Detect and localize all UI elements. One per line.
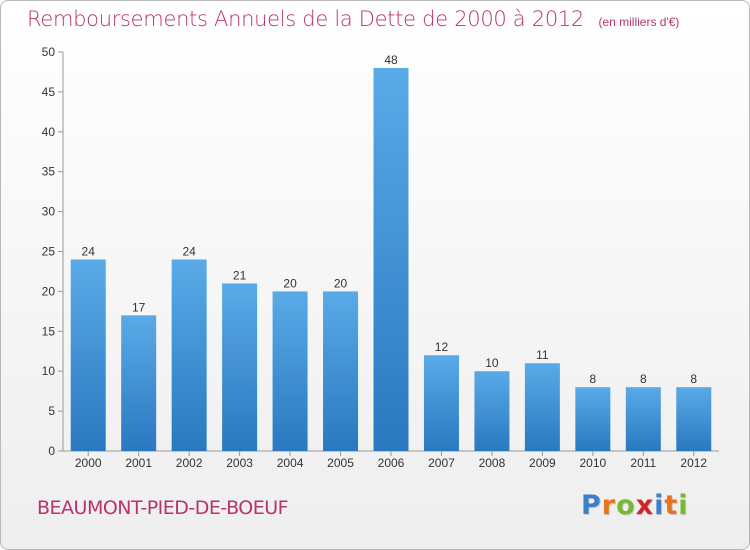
y-tick-label: 40 xyxy=(42,125,56,139)
logo-letter: i xyxy=(654,490,665,521)
x-tick-label: 2000 xyxy=(75,456,102,470)
x-tick-label: 2003 xyxy=(226,456,253,470)
logo-letter: r xyxy=(601,490,617,521)
bar[interactable] xyxy=(676,387,712,451)
y-tick-label: 10 xyxy=(42,364,56,378)
y-axis: 0 5 10 15 20 25 30 35 40 45 50 xyxy=(42,45,64,458)
x-tick-label: 2010 xyxy=(579,456,606,470)
y-tick-label: 5 xyxy=(48,404,55,418)
bar[interactable] xyxy=(121,315,157,451)
data-label: 24 xyxy=(182,244,196,258)
bar[interactable] xyxy=(524,363,560,451)
x-tick-label: 2012 xyxy=(680,456,707,470)
logo-letter: o xyxy=(616,490,636,521)
data-label: 12 xyxy=(435,340,449,354)
data-label: 48 xyxy=(384,53,398,67)
x-tick-label: 2007 xyxy=(428,456,455,470)
bar[interactable] xyxy=(373,67,409,452)
x-tick-label: 2002 xyxy=(176,456,203,470)
y-tick-label: 45 xyxy=(42,85,56,99)
chart-unit: (en milliers d'€) xyxy=(598,15,680,29)
x-tick-label: 2005 xyxy=(327,456,354,470)
proxiti-logo[interactable]: Proxiti xyxy=(581,490,689,521)
data-label: 20 xyxy=(283,276,297,290)
data-label: 8 xyxy=(590,372,597,386)
bar[interactable] xyxy=(575,387,611,451)
bar[interactable] xyxy=(423,355,459,451)
city-name: BEAUMONT-PIED-DE-BOEUF xyxy=(37,497,289,519)
data-label: 11 xyxy=(536,348,549,362)
x-tick-label: 2004 xyxy=(277,456,304,470)
data-label: 24 xyxy=(82,244,96,258)
data-label: 20 xyxy=(334,276,348,290)
bar[interactable] xyxy=(323,291,359,451)
x-tick-label: 2011 xyxy=(630,456,656,470)
y-tick-label: 15 xyxy=(42,324,56,338)
logo-letter: t xyxy=(664,490,679,521)
x-tick-label: 2001 xyxy=(125,456,152,470)
title-row: Remboursements Annuels de la Dette de 20… xyxy=(27,7,679,31)
x-tick-label: 2006 xyxy=(378,456,405,470)
data-label: 21 xyxy=(233,268,247,282)
y-tick-label: 25 xyxy=(42,245,56,259)
logo-letter: i xyxy=(678,490,689,521)
data-label: 8 xyxy=(690,372,697,386)
bars xyxy=(70,67,712,452)
x-tick-label: 2008 xyxy=(479,456,506,470)
x-tick-label: 2009 xyxy=(529,456,556,470)
y-tick-label: 30 xyxy=(42,205,56,219)
data-label: 17 xyxy=(132,300,146,314)
bar[interactable] xyxy=(70,259,106,451)
bar[interactable] xyxy=(171,259,207,451)
y-tick-label: 20 xyxy=(42,284,56,298)
y-tick-label: 50 xyxy=(42,45,56,59)
bar[interactable] xyxy=(272,291,308,451)
y-tick-label: 0 xyxy=(48,444,55,458)
data-label: 10 xyxy=(485,356,499,370)
chart-title: Remboursements Annuels de la Dette de 20… xyxy=(27,7,584,31)
data-labels: 24 17 24 21 20 20 48 12 10 11 8 8 8 xyxy=(82,53,698,386)
bar[interactable] xyxy=(222,283,258,451)
y-tick-label: 35 xyxy=(42,165,56,179)
x-axis: 2000 2001 2002 2003 2004 2005 2006 2007 2008 2009… xyxy=(63,450,719,470)
logo-letter: P xyxy=(581,490,602,521)
bar[interactable] xyxy=(625,387,661,451)
data-label: 8 xyxy=(640,372,647,386)
bar[interactable] xyxy=(474,371,510,451)
logo-letter: x xyxy=(635,490,655,521)
